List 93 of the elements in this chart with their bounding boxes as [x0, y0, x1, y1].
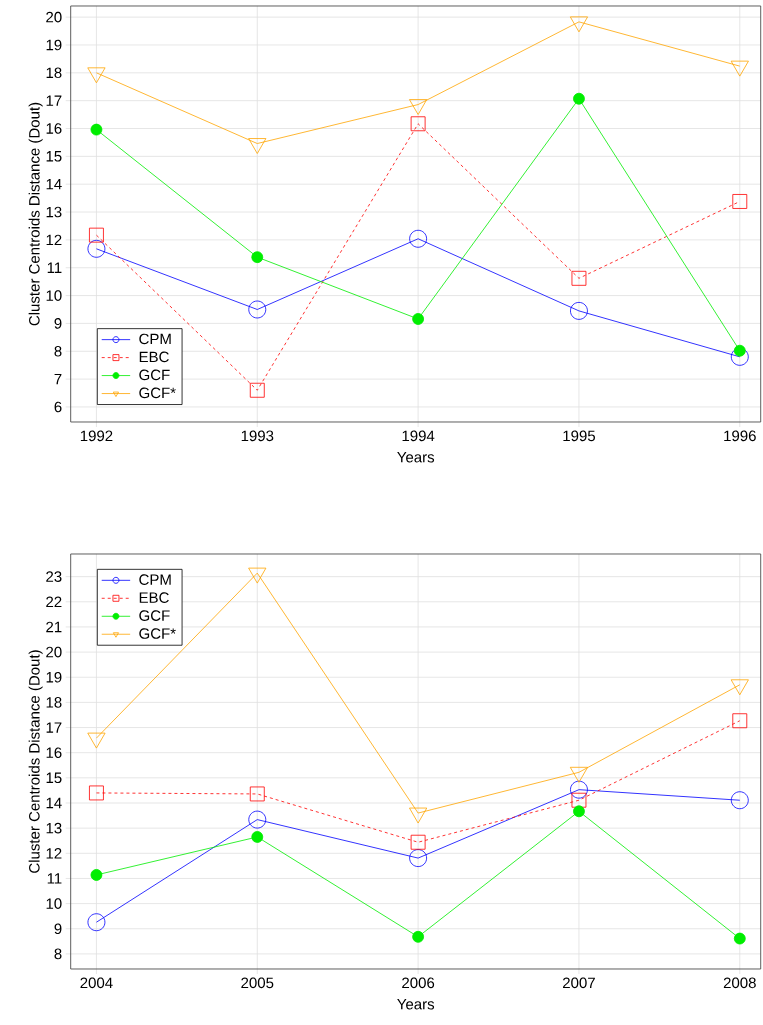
point [409, 99, 428, 115]
y-tick-label: 16 [46, 747, 62, 758]
legend-label: EBC [139, 351, 169, 363]
point [248, 300, 267, 319]
x-tick-label: 2007 [563, 977, 595, 989]
point [89, 227, 104, 243]
point [571, 270, 587, 286]
y-tick-label: 20 [46, 11, 62, 23]
y-tick-label: 13 [46, 206, 62, 218]
y-tick-label: 12 [46, 234, 62, 246]
point [249, 786, 265, 802]
point [730, 679, 749, 696]
point [409, 807, 428, 824]
x-tick-label: 2005 [241, 977, 274, 989]
point [410, 116, 426, 132]
y-tick-label: 20 [46, 646, 62, 658]
point [251, 251, 264, 264]
y-tick-label: 17 [46, 722, 62, 733]
point [732, 713, 748, 729]
legend-label: EBC [139, 592, 169, 603]
x-tick-label: 2008 [723, 977, 756, 989]
point [412, 313, 425, 325]
point [249, 382, 265, 398]
point [410, 834, 426, 850]
x-tick-label: 1992 [80, 430, 113, 442]
point [730, 791, 749, 810]
y-tick-label: 9 [54, 318, 62, 329]
y-tick-label: 18 [46, 697, 62, 708]
x-tick-label: 1994 [402, 430, 435, 442]
point [733, 344, 746, 357]
point [87, 67, 106, 84]
legend-label: CPM [139, 333, 171, 345]
point [87, 913, 106, 932]
point [89, 785, 104, 801]
y-tick-label: 9 [54, 923, 62, 935]
y-tick-label: 13 [46, 822, 62, 834]
y-tick-label: 8 [54, 948, 62, 960]
y-tick-label: 10 [46, 290, 62, 301]
y-tick-label: 14 [46, 179, 62, 190]
point [251, 831, 264, 843]
point [248, 567, 267, 584]
y-tick-label: 6 [54, 401, 62, 413]
point [248, 138, 267, 154]
legend-label: GCF* [139, 628, 176, 639]
y-tick-label: 19 [46, 671, 62, 683]
legend-label: GCF [139, 369, 170, 381]
point [87, 239, 106, 258]
x-tick-label: 1995 [563, 430, 596, 442]
point [570, 301, 588, 320]
point [573, 92, 585, 105]
y-tick-label: 8 [54, 345, 62, 357]
y-tick-label: 11 [47, 873, 62, 884]
point [570, 780, 588, 799]
y-tick-label: 10 [46, 898, 62, 909]
y-tick-label: 18 [46, 67, 62, 79]
point [569, 766, 589, 783]
y-tick-label: 22 [46, 596, 62, 608]
y-tick-label: 23 [46, 571, 62, 582]
point [569, 16, 589, 33]
x-tick-label: 2006 [402, 977, 435, 989]
point [409, 849, 428, 867]
point [573, 805, 585, 818]
y-tick-label: 7 [54, 373, 62, 385]
y-tick-label: 15 [46, 151, 62, 162]
legend-label: GCF* [139, 387, 176, 399]
x-tick-label: 2004 [80, 977, 113, 989]
point [733, 932, 746, 945]
point [571, 792, 587, 808]
y-tick-label: 14 [46, 797, 62, 809]
point [248, 810, 267, 829]
x-axis-title: Years [397, 452, 435, 463]
point [90, 869, 103, 881]
x-axis-title: Years [397, 999, 435, 1010]
y-tick-label: 21 [46, 621, 62, 633]
y-tick-label: 15 [46, 772, 62, 784]
x-tick-label: 1993 [241, 430, 274, 442]
point [732, 194, 748, 209]
y-tick-label: 11 [47, 262, 62, 273]
legend-label: CPM [139, 574, 171, 585]
y-axis-title: Cluster Centroids Distance (Dout) [28, 102, 43, 326]
y-axis-title: Cluster Centroids Distance (Dout) [28, 650, 43, 873]
point [412, 930, 425, 943]
point [409, 229, 428, 248]
y-tick-label: 12 [46, 848, 62, 859]
point [730, 60, 749, 77]
y-tick-label: 17 [46, 95, 62, 106]
point [730, 347, 749, 366]
y-tick-label: 16 [46, 123, 62, 134]
x-tick-label: 1996 [724, 430, 756, 442]
y-tick-label: 19 [46, 39, 62, 51]
legend-label: GCF [139, 610, 170, 621]
point [90, 123, 103, 136]
point [87, 732, 106, 749]
